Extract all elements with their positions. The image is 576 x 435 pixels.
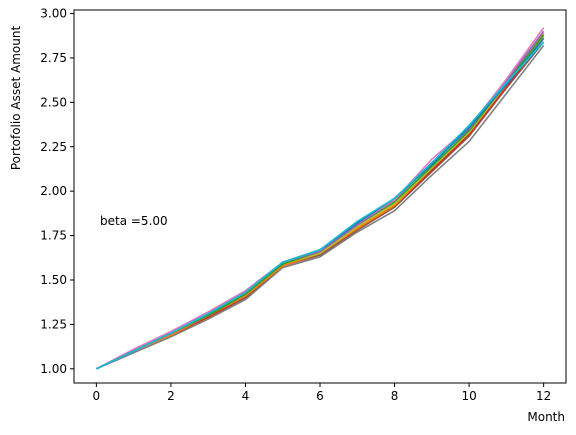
x-tick-label: 4 <box>242 389 250 403</box>
x-tick-label: 0 <box>93 389 101 403</box>
y-axis-label: Portofolio Asset Amount <box>9 26 23 171</box>
y-tick-label: 1.50 <box>40 273 67 287</box>
series-line <box>96 32 545 370</box>
x-tick-label: 2 <box>167 389 175 403</box>
x-tick-label: 6 <box>316 389 324 403</box>
series-line <box>96 41 545 370</box>
series-layer <box>95 27 545 370</box>
beta-annotation: beta =5.00 <box>100 214 168 228</box>
x-tick-label: 10 <box>461 389 476 403</box>
series-line <box>96 37 545 370</box>
x-axis: 0 2 4 6 8 10 12 <box>93 383 551 403</box>
y-tick-label: 3.00 <box>40 7 67 21</box>
series-line <box>96 41 545 370</box>
series-line <box>95 27 545 370</box>
series-line <box>96 37 545 370</box>
y-axis: 1.00 1.25 1.50 1.75 2.00 2.25 2.50 2.75 3.00 <box>40 7 74 376</box>
y-tick-label: 2.75 <box>40 51 67 65</box>
series-line <box>96 36 545 370</box>
y-tick-label: 1.25 <box>40 317 67 331</box>
x-axis-label: Month <box>527 410 565 424</box>
y-tick-label: 2.25 <box>40 140 67 154</box>
y-tick-label: 1.75 <box>40 229 67 243</box>
plot-frame <box>73 9 567 384</box>
series-line <box>96 45 545 370</box>
y-tick-label: 1.00 <box>40 362 67 376</box>
y-tick-label: 2.50 <box>40 95 67 109</box>
x-tick-label: 12 <box>536 389 551 403</box>
series-line <box>96 30 545 370</box>
series-line <box>96 34 545 370</box>
y-tick-label: 2.00 <box>40 184 67 198</box>
x-tick-label: 8 <box>391 389 399 403</box>
